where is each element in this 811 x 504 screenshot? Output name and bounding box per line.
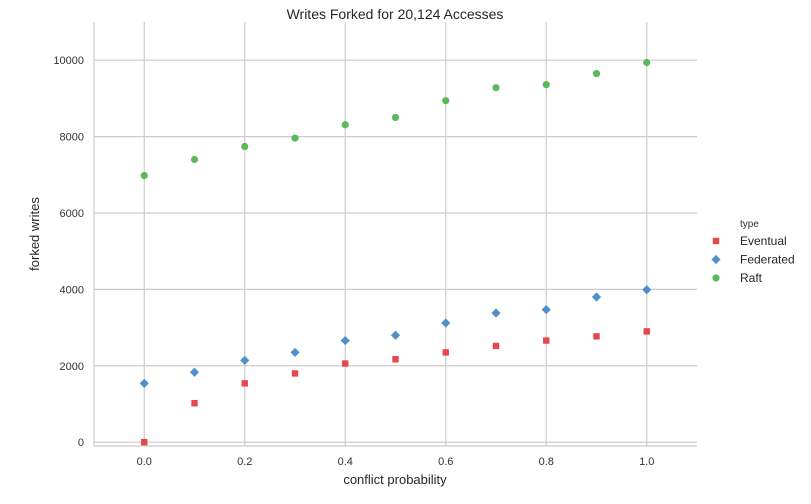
legend-label-raft: Raft <box>740 271 763 285</box>
point-eventual <box>342 360 349 367</box>
chart-title: Writes Forked for 20,124 Accesses <box>287 6 504 22</box>
point-federated <box>591 292 602 302</box>
x-tick-label: 0.8 <box>539 456 554 468</box>
point-federated <box>541 305 551 315</box>
y-tick-label: 6000 <box>60 208 84 220</box>
point-eventual <box>141 438 148 446</box>
series-eventual <box>141 328 650 446</box>
point-federated <box>491 308 501 318</box>
series-raft <box>140 58 651 180</box>
grid <box>94 22 697 446</box>
point-eventual <box>643 328 650 335</box>
point-eventual <box>492 342 500 350</box>
point-raft <box>442 97 450 105</box>
point-eventual <box>543 337 550 344</box>
x-tick-label: 1.0 <box>639 456 654 468</box>
point-federated <box>340 335 350 346</box>
y-axis-label: forked writes <box>27 197 42 271</box>
point-eventual <box>593 333 600 340</box>
point-federated <box>240 355 250 366</box>
point-federated <box>290 347 300 358</box>
point-eventual <box>241 380 248 387</box>
point-eventual <box>442 349 449 356</box>
point-federated <box>189 367 200 377</box>
legend-label-eventual: Eventual <box>740 234 787 248</box>
y-tick-label: 2000 <box>60 361 84 373</box>
point-raft <box>140 171 148 180</box>
point-federated <box>642 285 652 295</box>
point-raft <box>592 69 601 78</box>
legend-title: type <box>740 219 759 230</box>
point-eventual <box>191 400 198 407</box>
y-tick-label: 10000 <box>53 55 84 67</box>
point-raft <box>643 58 651 67</box>
point-federated <box>139 378 149 388</box>
legend-marker-raft <box>712 274 720 282</box>
legend: type Eventual Federated Raft <box>711 219 795 285</box>
point-raft <box>291 134 299 142</box>
point-raft <box>391 113 400 122</box>
y-tick-label: 0 <box>78 437 84 449</box>
point-raft <box>190 155 199 164</box>
legend-marker-eventual <box>712 237 720 245</box>
axes: 0.0 0.2 0.4 0.6 0.8 1.0 0 2000 4000 6000 8000 10000 <box>53 22 697 468</box>
legend-marker-federated <box>711 254 721 265</box>
series-federated <box>139 285 652 388</box>
legend-label-federated: Federated <box>740 253 795 267</box>
x-tick-label: 0.4 <box>338 456 353 468</box>
point-eventual <box>392 356 399 363</box>
data-points <box>139 58 652 446</box>
x-axis-label: conflict probability <box>343 472 447 487</box>
point-federated <box>441 318 451 328</box>
y-tick-label: 4000 <box>60 284 84 296</box>
y-tick-label: 8000 <box>60 132 84 144</box>
point-raft <box>542 81 550 89</box>
point-raft <box>492 84 500 92</box>
x-tick-label: 0.0 <box>137 456 152 468</box>
point-federated <box>390 330 401 340</box>
x-tick-label: 0.2 <box>237 456 252 468</box>
point-raft <box>341 121 349 129</box>
point-eventual <box>291 370 299 377</box>
x-tick-label: 0.6 <box>438 456 453 468</box>
point-raft <box>241 142 249 151</box>
